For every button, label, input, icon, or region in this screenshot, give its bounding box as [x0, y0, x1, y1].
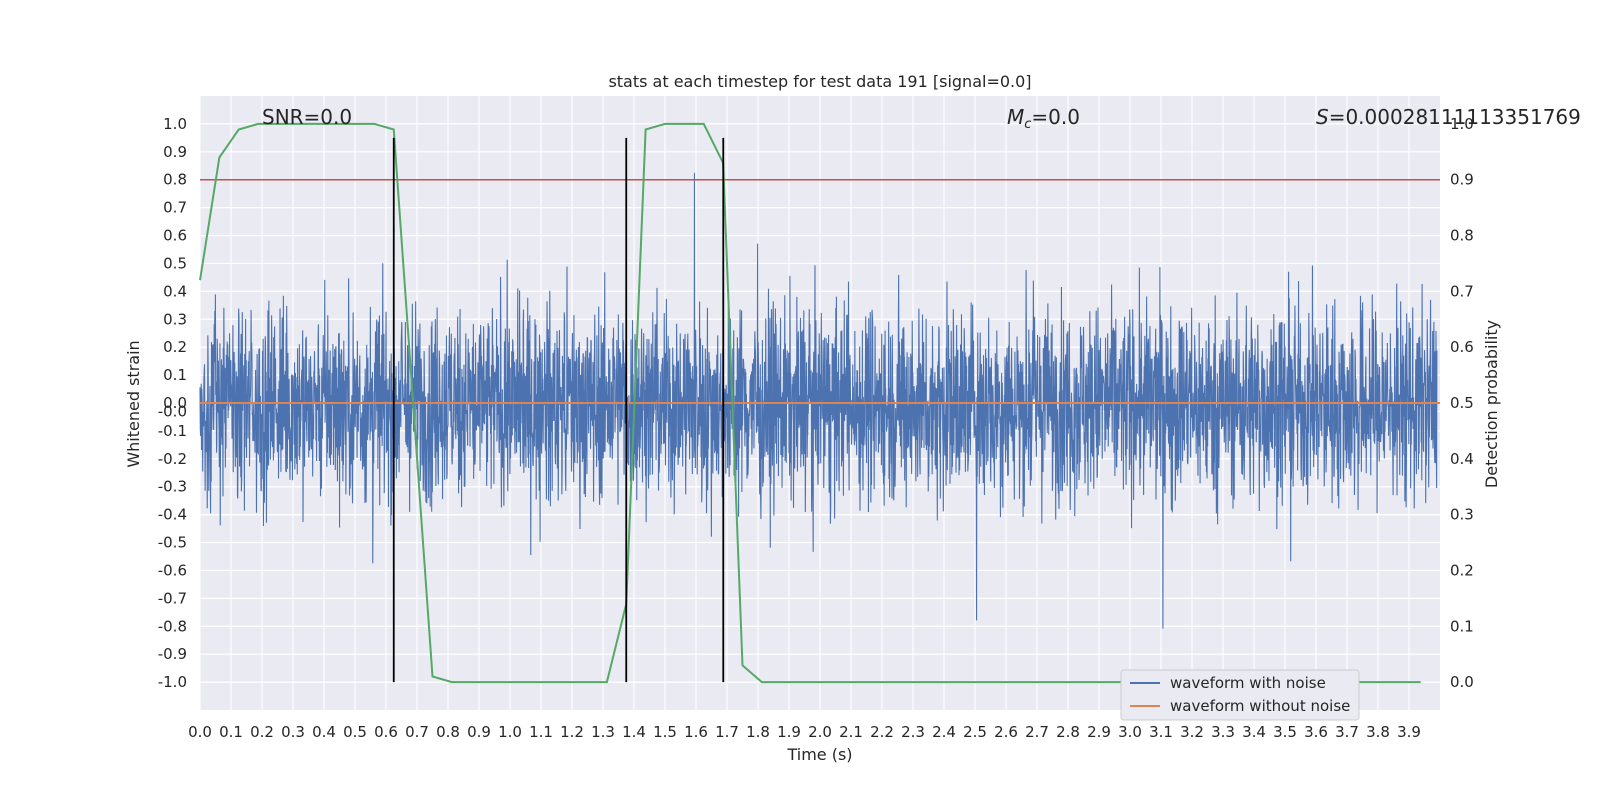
x-tick-label: 2.0 — [808, 723, 832, 741]
y-tick-label: 0.3 — [163, 310, 187, 328]
y-tick-label: -0.8 — [158, 617, 187, 635]
x-tick-label: 3.6 — [1304, 723, 1328, 741]
x-tick-label: 3.0 — [1118, 723, 1142, 741]
y2-tick-label: 0.8 — [1450, 227, 1474, 245]
x-tick-label: 3.9 — [1397, 723, 1421, 741]
y-tick-label: -0.2 — [158, 450, 187, 468]
legend: waveform with noise waveform without noi… — [1120, 669, 1360, 721]
y2-axis-label: Detection probability — [1482, 320, 1501, 488]
y2-tick-label: 0.4 — [1450, 450, 1474, 468]
mc-value: =0.0 — [1031, 105, 1080, 129]
y2-tick-label: 1.0 — [1450, 115, 1474, 133]
y-tick-label: 0.1 — [163, 366, 187, 384]
y-tick-label: -1.0 — [158, 673, 187, 691]
x-axis-label: Time (s) — [786, 745, 852, 764]
x-tick-label: 2.3 — [901, 723, 925, 741]
y2-tick-label: 0.2 — [1450, 561, 1474, 579]
x-tick-label: 2.9 — [1087, 723, 1111, 741]
x-tick-label: 3.1 — [1149, 723, 1173, 741]
x-tick-label: 3.8 — [1366, 723, 1390, 741]
y-tick-label: -0.4 — [158, 506, 187, 524]
y-tick-label: -0.7 — [158, 589, 187, 607]
y-tick-label: 0.2 — [163, 338, 187, 356]
x-tick-label: 0.0 — [188, 723, 212, 741]
x-tick-label: 2.7 — [1025, 723, 1049, 741]
y2-tick-label: 0.7 — [1450, 282, 1474, 300]
x-tick-label: 2.8 — [1056, 723, 1080, 741]
chirp-mass-annotation: Mc=0.0 — [1007, 105, 1080, 132]
y-tick-labels: 1.0 0.9 0.8 0.7 0.6 0.5 0.4 0.3 0.2 0.1 0.0-0.0 -0.… — [158, 115, 187, 691]
y-tick-label: 0.5 — [163, 254, 187, 272]
s-annotation: S=0.00028111113351769 — [1316, 105, 1581, 129]
y-tick-label: -0.0 — [158, 402, 187, 420]
mc-symbol: M — [1007, 105, 1024, 129]
x-tick-label: 1.6 — [684, 723, 708, 741]
snr-annotation: SNR=0.0 — [262, 105, 352, 129]
detection-probability-line — [199, 122, 1421, 684]
waveform-with-noise-line — [199, 172, 1438, 629]
x-tick-label: 0.3 — [281, 723, 305, 741]
x-tick-label: 2.1 — [839, 723, 863, 741]
legend-box — [1120, 669, 1360, 721]
x-tick-label: 1.3 — [591, 723, 615, 741]
x-tick-label: 0.4 — [312, 723, 336, 741]
y-tick-label: -0.9 — [158, 645, 187, 663]
x-tick-label: 0.5 — [343, 723, 367, 741]
x-tick-label: 2.6 — [994, 723, 1018, 741]
x-tick-label: 0.2 — [250, 723, 274, 741]
y2-tick-label: 0.3 — [1450, 506, 1474, 524]
s-value: =0.00028111113351769 — [1329, 105, 1581, 129]
y-tick-label: -0.6 — [158, 561, 187, 579]
y-tick-label: 0.4 — [163, 282, 187, 300]
x-tick-label: 2.4 — [932, 723, 956, 741]
waveform-with-noise-series — [199, 172, 1438, 629]
y-tick-label: -0.5 — [158, 534, 187, 552]
x-tick-label: 1.9 — [777, 723, 801, 741]
y2-tick-label: 0.9 — [1450, 171, 1474, 189]
x-tick-label: 1.8 — [746, 723, 770, 741]
x-tick-label: 0.1 — [219, 723, 243, 741]
x-tick-label: 1.4 — [622, 723, 646, 741]
y-tick-label: -0.1 — [158, 422, 187, 440]
x-tick-label: 3.4 — [1242, 723, 1266, 741]
x-tick-label: 1.1 — [529, 723, 553, 741]
x-tick-label: 2.5 — [963, 723, 987, 741]
x-tick-label: 0.6 — [374, 723, 398, 741]
y2-tick-label: 0.1 — [1450, 617, 1474, 635]
x-tick-label: 0.8 — [436, 723, 460, 741]
x-tick-label: 2.2 — [870, 723, 894, 741]
x-tick-labels: 0.0 0.1 0.2 0.3 0.4 0.5 0.6 0.7 0.8 0.9 1.0 1.1 1.2 1… — [188, 723, 1421, 741]
y-axis-label: Whitened strain — [124, 340, 143, 467]
y2-tick-label: 0.0 — [1450, 673, 1474, 691]
mc-subscript: c — [1024, 117, 1031, 132]
y-tick-label: 0.7 — [163, 199, 187, 217]
y-tick-label: -0.3 — [158, 478, 187, 496]
s-symbol: S — [1316, 105, 1329, 129]
x-tick-label: 1.5 — [653, 723, 677, 741]
chart-title: stats at each timestep for test data 191… — [608, 72, 1031, 91]
y-tick-label: 1.0 — [163, 115, 187, 133]
x-tick-label: 1.2 — [560, 723, 584, 741]
detection-probability-series — [199, 122, 1421, 684]
x-tick-label: 1.0 — [498, 723, 522, 741]
x-tick-label: 3.2 — [1180, 723, 1204, 741]
y-tick-label: 0.6 — [163, 227, 187, 245]
y-tick-label: 0.9 — [163, 143, 187, 161]
y2-tick-label: 0.6 — [1450, 338, 1474, 356]
y2-tick-labels: 1.0 0.9 0.8 0.7 0.6 0.5 0.4 0.3 0.2 0.1 0.0 — [1450, 115, 1474, 691]
x-tick-label: 1.7 — [715, 723, 739, 741]
x-tick-label: 0.7 — [405, 723, 429, 741]
x-tick-label: 3.7 — [1335, 723, 1359, 741]
x-tick-label: 3.3 — [1211, 723, 1235, 741]
legend-label-clean: waveform without noise — [1170, 697, 1350, 715]
y-tick-label: 0.8 — [163, 171, 187, 189]
legend-label-noise: waveform with noise — [1170, 674, 1326, 692]
y-tick-label: 0.0 — [163, 394, 187, 412]
x-tick-label: 0.9 — [467, 723, 491, 741]
detection-vlines — [392, 137, 725, 683]
x-tick-label: 3.5 — [1273, 723, 1297, 741]
y2-tick-label: 0.5 — [1450, 394, 1474, 412]
